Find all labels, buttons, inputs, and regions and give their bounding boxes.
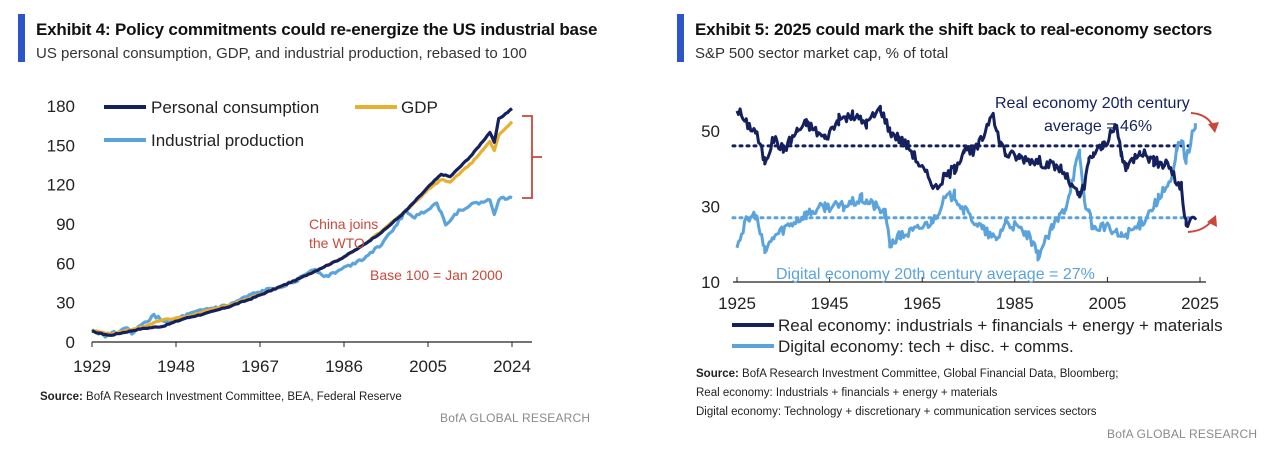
x-tick-label: 1967 <box>241 357 279 376</box>
base-annotation: Base 100 = Jan 2000 <box>370 267 503 283</box>
brand-label: BofA GLOBAL RESEARCH <box>440 411 591 425</box>
x-tick-label: 1945 <box>811 294 849 313</box>
exhibit-4-chart: 0 30 60 90 120 150 180 1929 1948 1967 1986 2005 2024… <box>47 97 542 376</box>
title-accent-bar <box>677 14 684 62</box>
x-tick-label: 1986 <box>325 357 363 376</box>
brand-label: BofA GLOBAL RESEARCH <box>1107 427 1258 441</box>
source-label: Source: <box>40 391 83 403</box>
exhibit-4-source: Source: BofA Research Investment Committ… <box>40 391 402 403</box>
exhibit-4-panel: Exhibit 4: Policy commitments could re-e… <box>18 14 598 425</box>
y-tick-label: 10 <box>701 273 720 292</box>
real-economy-line <box>735 104 1197 228</box>
exhibit-5-chart: 10 30 50 1925 1945 1965 1985 2005 2025 Real econ… <box>701 95 1223 356</box>
y-tick-label: 90 <box>56 215 75 234</box>
source-text: BofA Research Investment Committee, Glob… <box>738 368 1119 380</box>
legend-label-consumption: Personal consumption <box>151 98 319 117</box>
growth-gap-bracket <box>522 115 542 199</box>
exhibit-4-title: Exhibit 4: Policy commitments could re-e… <box>36 20 598 39</box>
wto-annotation-line1: China joins <box>309 216 378 232</box>
x-tick-label: 1929 <box>73 357 111 376</box>
legend-label-real: Real economy: industrials + financials +… <box>778 316 1223 335</box>
exhibit-5-source-line2: Real economy: Industrials + financials +… <box>696 387 998 399</box>
y-tick-label: 50 <box>701 122 720 141</box>
digital-economy-arrowhead <box>1207 215 1217 227</box>
y-tick-label: 60 <box>56 254 75 273</box>
y-tick-label: 0 <box>66 333 75 352</box>
y-tick-label: 30 <box>56 294 75 313</box>
wto-annotation-line2: the WTO <box>309 235 365 251</box>
exhibit-4-legend: Personal consumption GDP Industrial prod… <box>104 98 438 150</box>
x-tick-label: 1965 <box>903 294 941 313</box>
real-economy-arrowhead <box>1208 122 1219 133</box>
consumption-line <box>91 107 513 337</box>
exhibit-5-source-line3: Digital economy: Technology + discretion… <box>696 406 1097 418</box>
x-tick-label: 1948 <box>157 357 195 376</box>
source-label: Source: <box>696 368 739 380</box>
digital-average-label: Digital economy 20th century average = 2… <box>776 266 1095 283</box>
legend-label-gdp: GDP <box>401 98 438 117</box>
exhibit-5-legend: Real economy: industrials + financials +… <box>732 316 1223 356</box>
y-tick-label: 120 <box>47 176 75 195</box>
real-average-label-line2: average = 46% <box>1044 118 1152 135</box>
legend-label-industrial: Industrial production <box>151 131 304 150</box>
exhibit-4-subtitle: US personal consumption, GDP, and indust… <box>36 45 527 62</box>
x-tick-label: 1925 <box>718 294 756 313</box>
x-tick-label: 1985 <box>996 294 1034 313</box>
x-tick-label: 2025 <box>1181 294 1219 313</box>
y-tick-label: 30 <box>701 197 720 216</box>
legend-label-digital: Digital economy: tech + disc. + comms. <box>778 337 1074 356</box>
gdp-line <box>91 120 514 336</box>
real-average-label-line1: Real economy 20th century <box>995 95 1190 112</box>
exhibit-5-panel: Exhibit 5: 2025 could mark the shift bac… <box>640 0 1280 456</box>
exhibit-5-title: Exhibit 5: 2025 could mark the shift bac… <box>695 20 1213 39</box>
source-text: BofA Research Investment Committee, BEA,… <box>82 391 402 403</box>
y-tick-label: 180 <box>47 97 75 116</box>
x-tick-label: 2005 <box>1088 294 1126 313</box>
digital-economy-line <box>735 123 1197 262</box>
exhibit-5-subtitle: S&P 500 sector market cap, % of total <box>695 45 949 62</box>
x-tick-label: 2024 <box>493 357 531 376</box>
exhibit-5-source: Source: BofA Research Investment Committ… <box>696 368 1119 380</box>
y-tick-label: 150 <box>47 136 75 155</box>
x-tick-label: 2005 <box>409 357 447 376</box>
title-accent-bar <box>18 14 25 62</box>
